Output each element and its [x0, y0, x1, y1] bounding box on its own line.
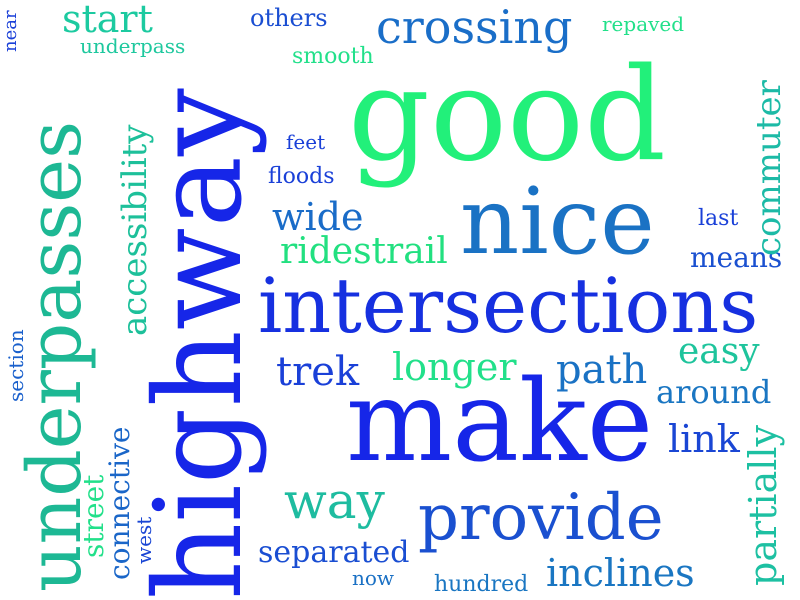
word-around: around — [656, 373, 772, 411]
word-repaved: repaved — [602, 12, 685, 36]
word-floods: floods — [268, 164, 335, 189]
word-longer: longer — [392, 345, 517, 389]
word-smooth: smooth — [292, 44, 374, 69]
word-link: link — [668, 417, 740, 461]
word-street: street — [77, 474, 110, 558]
word-now: now — [352, 566, 395, 590]
word-path: path — [556, 347, 648, 393]
word-nice: nice — [460, 168, 655, 275]
word-good: good — [348, 41, 666, 190]
word-separated: separated — [258, 535, 410, 570]
word-inclines: inclines — [546, 551, 695, 595]
word-provide: provide — [418, 481, 664, 555]
word-intersections: intersections — [258, 261, 759, 350]
word-connective: connective — [103, 426, 136, 580]
word-wide: wide — [272, 195, 364, 239]
word-ridestrail: ridestrail — [280, 231, 448, 272]
word-accessibility: accessibility — [115, 124, 155, 336]
word-last: last — [698, 206, 739, 231]
word-underpass: underpass — [80, 34, 186, 58]
word-crossing: crossing — [376, 0, 573, 54]
word-trek: trek — [276, 349, 360, 395]
word-hundred: hundred — [434, 572, 529, 597]
word-feet: feet — [286, 130, 326, 154]
word-easy: easy — [678, 331, 760, 372]
word-others: others — [250, 4, 328, 32]
word-start: start — [62, 0, 153, 41]
word-highway: highway — [130, 88, 269, 600]
word-near: near — [0, 10, 21, 52]
word-west: west — [132, 516, 156, 564]
word-means: means — [690, 241, 783, 274]
word-commuter: commuter — [749, 80, 789, 256]
word-partially: partially — [741, 425, 785, 586]
word-section: section — [4, 329, 28, 402]
word-way: way — [284, 472, 385, 530]
word-make: make — [346, 357, 654, 487]
